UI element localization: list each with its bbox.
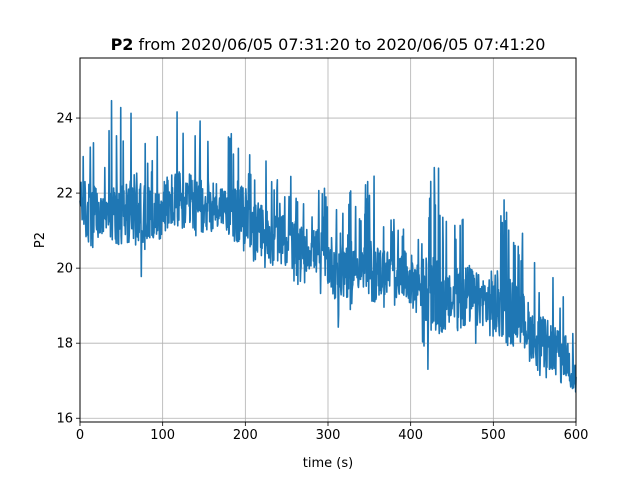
x-tick-label: 300	[316, 428, 341, 443]
x-axis-label: time (s)	[303, 456, 353, 471]
x-axis-ticks: 0 100 200 300 400 500 600	[76, 422, 589, 443]
x-tick-label: 0	[76, 428, 84, 443]
y-tick-label: 20	[56, 262, 73, 277]
y-tick-label: 22	[56, 187, 73, 202]
y-tick-label: 18	[56, 337, 73, 352]
chart-title: P2 from 2020/06/05 07:31:20 to 2020/06/0…	[111, 35, 546, 54]
x-tick-label: 100	[150, 428, 175, 443]
plot-area	[79, 99, 577, 393]
y-axis-ticks: 16 18 20 22 24	[56, 112, 80, 427]
y-tick-label: 24	[56, 112, 73, 127]
grid-lines	[79, 58, 577, 422]
x-tick-label: 400	[398, 428, 423, 443]
y-axis-label: P2	[33, 232, 48, 248]
x-tick-label: 600	[564, 428, 589, 443]
series-line	[79, 99, 577, 393]
y-tick-label: 16	[56, 412, 73, 427]
x-tick-label: 500	[481, 428, 506, 443]
chart-title-bold: P2	[111, 35, 134, 54]
x-tick-label: 200	[233, 428, 258, 443]
chart-title-rest: from 2020/06/05 07:31:20 to 2020/06/05 0…	[133, 35, 545, 54]
